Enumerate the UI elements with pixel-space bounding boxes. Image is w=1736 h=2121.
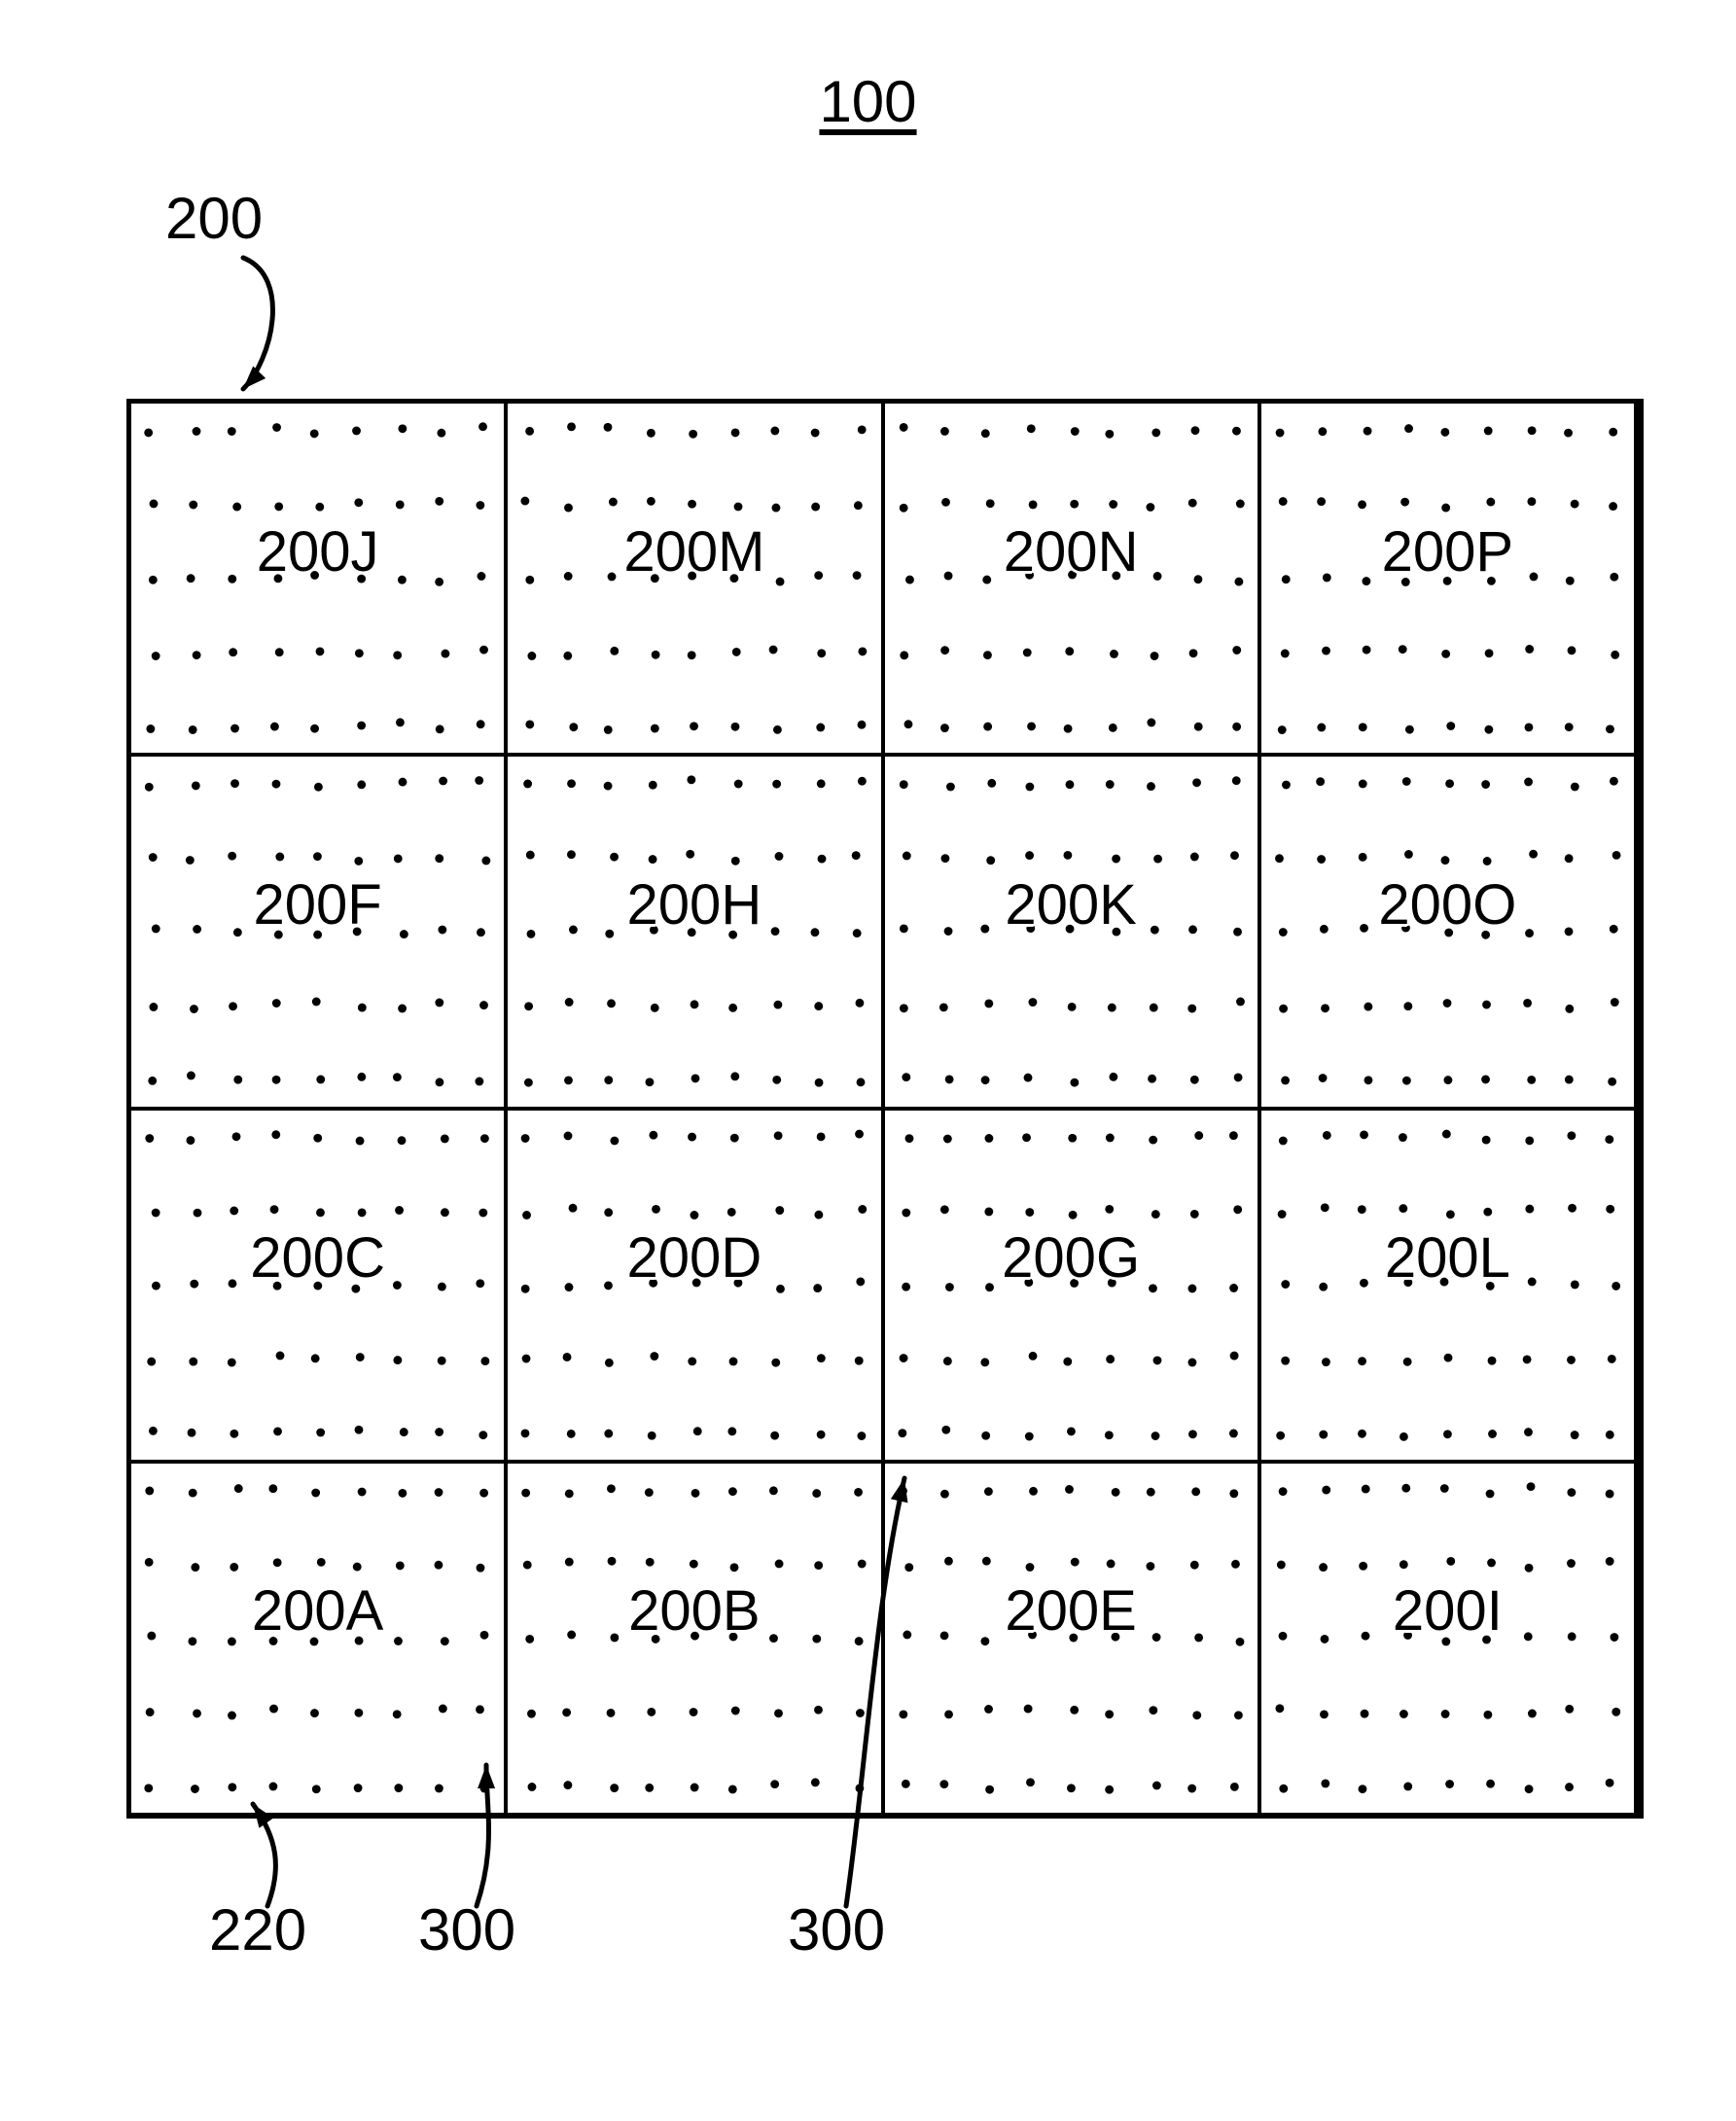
leader-arrows (0, 0, 1736, 2121)
figure-page: 100 200 220 300 300 200J200M200N200P200F… (0, 0, 1736, 2121)
